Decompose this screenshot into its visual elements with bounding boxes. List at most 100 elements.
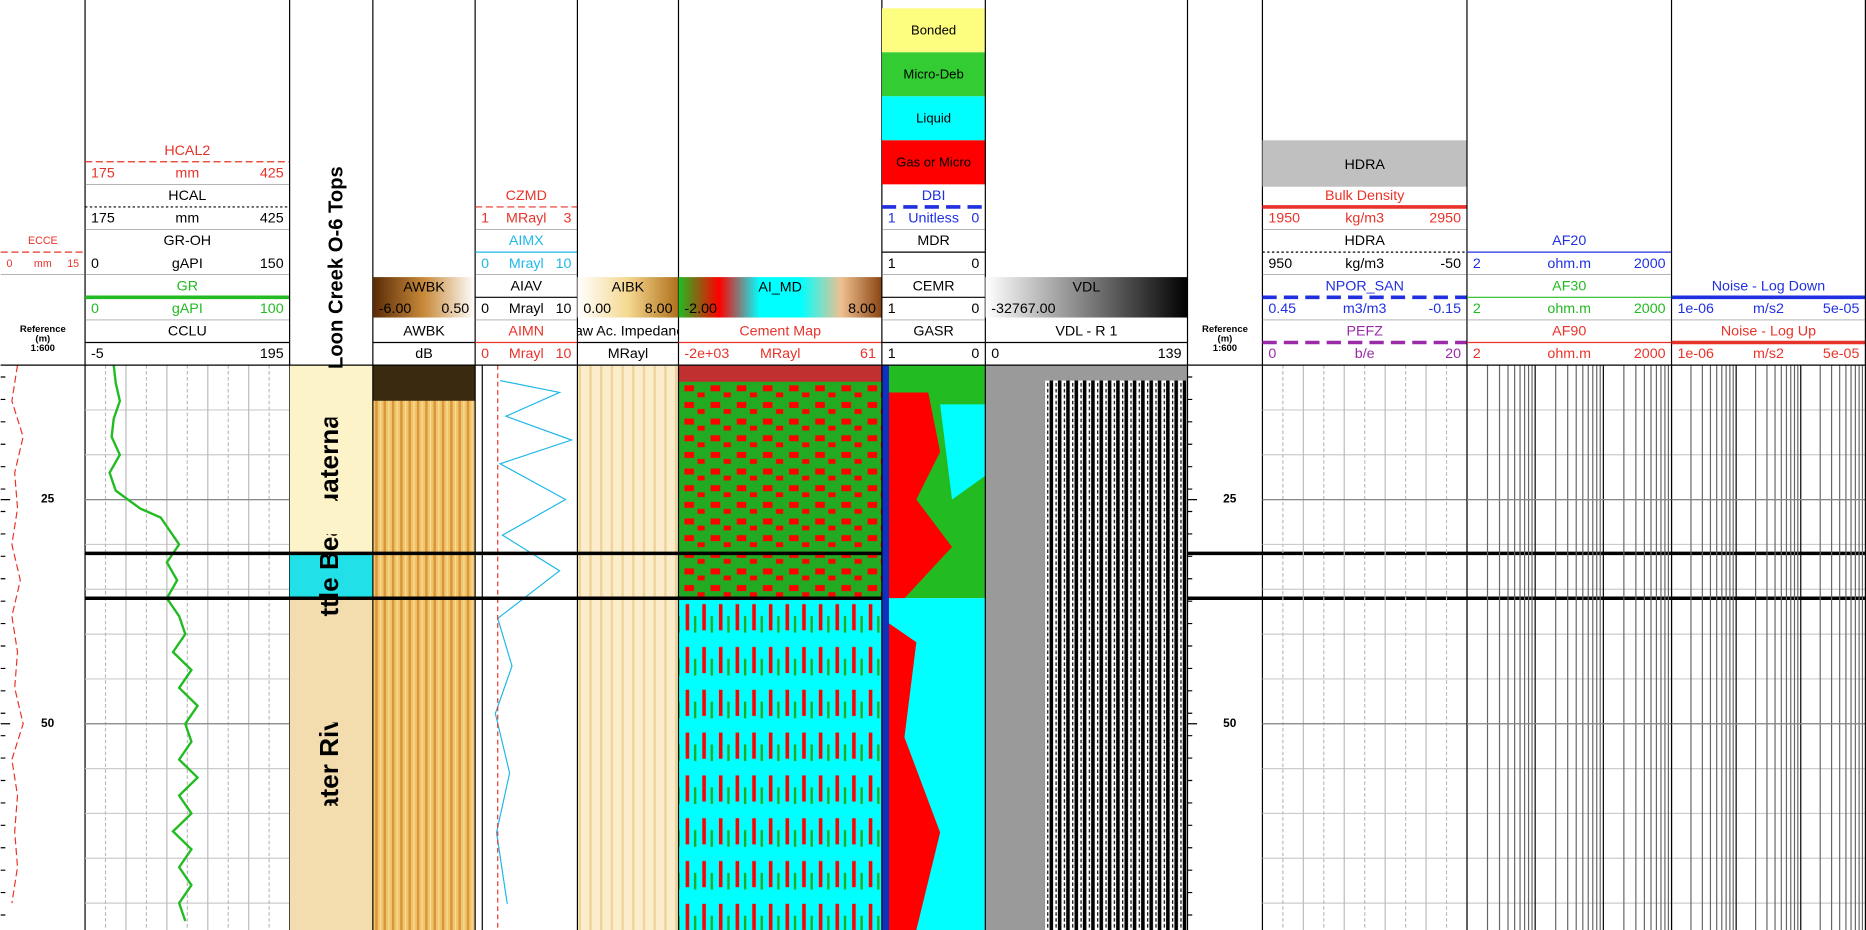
scale-max: -50 (1440, 256, 1461, 272)
vdl-image (1044, 380, 1188, 930)
legend-swatch (881, 52, 986, 97)
scale-max: 5e-05 (1823, 346, 1860, 362)
scale-max: 2000 (1634, 301, 1666, 317)
scale-min: -6.00 (379, 301, 412, 317)
dbi-edge (881, 365, 889, 930)
color-scale (678, 277, 882, 318)
track: AI_MD -2.00 8.00 Cement Map -2e+03 MRayl 61 (678, 277, 882, 366)
track-title: Loon Creek O-6 Tops (326, 166, 348, 369)
track: AF20 2 ohm.m 2000 AF30 2 ohm.m 2000 AF90 2 ohm.m 20… (1466, 233, 1672, 930)
track: HDRA Bulk Density 1950 kg/m3 2950 HDRA 950 kg/m… (1262, 140, 1467, 930)
curve-name: Noise - Log Down (1712, 278, 1825, 294)
curve-name: HCAL2 (164, 143, 210, 159)
scale-max: 195 (260, 346, 284, 362)
curve-name: GR (177, 278, 198, 294)
reference-label: (m) (35, 333, 50, 344)
curve-name: AIBK (612, 280, 645, 296)
awbk-image (372, 365, 476, 930)
curve-name: Noise - Log Up (1721, 324, 1816, 340)
scale-min: 1 (888, 301, 896, 317)
grid (1671, 365, 1866, 930)
curve-name: VDL (1073, 280, 1101, 296)
scale-unit: mm (175, 211, 199, 227)
curve-name: CEMR (913, 278, 955, 294)
curve-name: CCLU (168, 324, 207, 340)
scale-max: 425 (260, 211, 284, 227)
scale-max: 5e-05 (1823, 301, 1860, 317)
scale-unit: mm (34, 258, 52, 270)
reference-label: 1:600 (31, 343, 55, 354)
dbi-gas-lower (881, 618, 941, 930)
curve-name: Bulk Density (1325, 188, 1405, 204)
scale-max: -0.15 (1429, 301, 1462, 317)
curve-name: GASR (913, 324, 953, 340)
scale-max: 10 (556, 301, 572, 317)
aibk-image (577, 365, 679, 930)
scale-min: 1 (888, 211, 896, 227)
curve-name: VDL - R 1 (1055, 324, 1117, 340)
cement-map-top (678, 365, 882, 382)
track: AWBK -6.00 0.50 AWBK dB (372, 277, 476, 366)
scale-min: 0.45 (1268, 301, 1296, 317)
curve-name: GR-OH (164, 233, 212, 249)
scale-max: 2000 (1634, 346, 1666, 362)
scale-unit: b/e (1355, 346, 1375, 362)
scale-max: 139 (1158, 346, 1182, 362)
scale-max: 15 (67, 258, 79, 270)
grid (1466, 365, 1672, 930)
scale-unit: Mrayl (509, 301, 544, 317)
curve-name: AF90 (1552, 324, 1586, 340)
scale-unit: kg/m3 (1345, 256, 1384, 272)
scale-max: 2950 (1429, 211, 1461, 227)
curve-name: AIMN (508, 324, 544, 340)
scale-min: 950 (1268, 256, 1292, 272)
scale-min: 1 (888, 256, 896, 272)
depth-label: 50 (1223, 716, 1237, 730)
scale-unit: ohm.m (1547, 301, 1591, 317)
scale-unit: ohm.m (1547, 256, 1591, 272)
scale-min: 0 (481, 301, 489, 317)
legend-label: Liquid (916, 110, 951, 125)
legend-swatch (881, 96, 986, 141)
scale-unit: Mrayl (509, 346, 544, 362)
scale-min: 1e-06 (1677, 301, 1714, 317)
scale-max: 0 (971, 346, 979, 362)
body-decor (372, 365, 1188, 930)
curve-name: AIAV (511, 278, 543, 294)
reference-label: Reference (20, 324, 66, 335)
scale-unit: m/s2 (1753, 346, 1784, 362)
scale-min: 0 (91, 256, 99, 272)
legend-swatch (881, 8, 986, 53)
reference-label: Reference (1202, 324, 1248, 335)
scale-max: 150 (260, 256, 284, 272)
scale-max: 20 (1445, 346, 1461, 362)
track: Loon Creek O-6 Tops (289, 166, 373, 930)
scale-unit: Unitless (908, 211, 959, 227)
formation-name: Little Bear (314, 512, 344, 640)
curve-name: HCAL (168, 188, 206, 204)
scale-max: 0 (971, 211, 979, 227)
awbk-top (372, 365, 476, 401)
scale-unit: Mrayl (509, 256, 544, 272)
legend-label: Micro-Deb (903, 66, 963, 81)
formation (289, 598, 373, 930)
dbi-gas (881, 392, 953, 599)
scale-max: 8.00 (848, 301, 876, 317)
track: HCAL2 175 mm 425 HCAL 175 mm 425 GR-OH 0 gAPI 150 GR… (85, 143, 290, 930)
curve-name: AI_MD (758, 280, 802, 296)
cement-map-upper (678, 365, 882, 599)
legend-label: Bonded (911, 22, 956, 37)
scale-unit: gAPI (172, 256, 203, 272)
scale-min: 0 (91, 301, 99, 317)
scale-unit: MRayl (760, 346, 800, 362)
reference-label: (m) (1218, 333, 1233, 344)
scale-max: 0 (971, 301, 979, 317)
scale-unit: kg/m3 (1345, 211, 1384, 227)
curve-name: CZMD (506, 188, 547, 204)
curve-name: MDR (917, 233, 950, 249)
scale-min: 2 (1473, 256, 1481, 272)
formation-name: Quaternary (314, 389, 344, 529)
scale-max: 8.00 (645, 301, 673, 317)
